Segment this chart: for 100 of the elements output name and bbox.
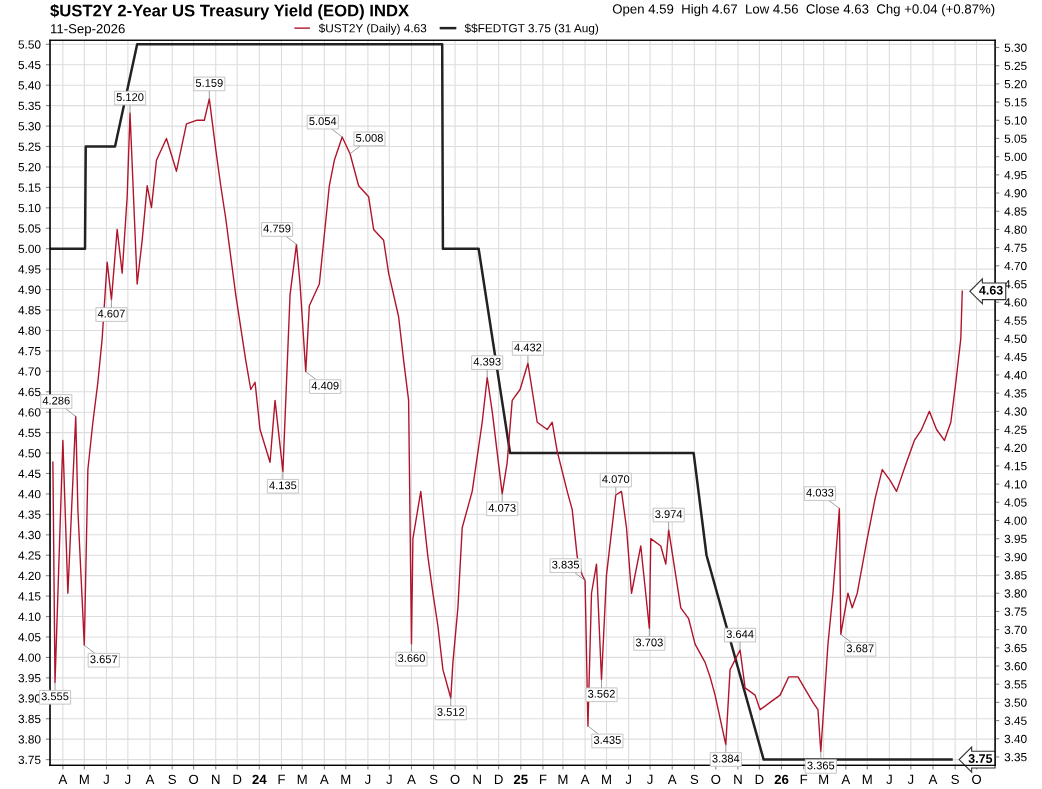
y2-tick-label: 3.45 <box>1004 716 1027 725</box>
data-label: 5.120 <box>116 93 144 102</box>
data-label: 4.409 <box>311 381 339 390</box>
y2-tick-label: 3.95 <box>1004 534 1027 544</box>
y2-tick-label: 4.40 <box>1004 370 1027 380</box>
y-tick-label: 4.55 <box>18 428 41 438</box>
y2-tick-label: 3.60 <box>1004 662 1027 671</box>
y2-tick-label: 4.35 <box>1004 389 1027 398</box>
y-tick-label: 4.50 <box>18 449 41 458</box>
y-tick-label: 4.45 <box>18 469 41 478</box>
y2-tick-label: 4.25 <box>1004 425 1027 434</box>
data-label: 3.687 <box>846 644 874 653</box>
y2-tick-label: 4.10 <box>1004 480 1027 489</box>
y2-tick-label: 4.55 <box>1004 316 1027 325</box>
y2-tick-label: 3.65 <box>1004 643 1027 653</box>
data-label: 3.75 <box>968 754 993 763</box>
x-tick-label: D <box>494 774 503 784</box>
data-label: 3.555 <box>41 692 69 701</box>
data-label: 4.63 <box>979 285 1003 295</box>
data-label: 3.562 <box>588 689 615 698</box>
y-tick-label: 4.90 <box>18 285 41 294</box>
y-tick-label: 4.15 <box>18 592 41 601</box>
y-tick-label: 5.20 <box>18 162 41 172</box>
y2-tick-label: 4.50 <box>1004 334 1027 343</box>
data-label: 5.054 <box>309 117 337 126</box>
y2-tick-label: 4.20 <box>1004 443 1027 453</box>
x-tick-label: F <box>278 774 285 784</box>
y-tick-label: 4.10 <box>18 612 41 621</box>
y2-tick-label: 5.05 <box>1004 134 1027 143</box>
x-tick-label: N <box>734 774 742 784</box>
y2-tick-label: 4.45 <box>1004 352 1027 362</box>
y-tick-label: 3.75 <box>18 755 41 764</box>
x-tick-label: A <box>928 774 938 784</box>
y2-tick-label: 4.15 <box>1004 462 1027 471</box>
x-tick-label: O <box>189 774 199 785</box>
y-tick-label: 5.50 <box>18 40 41 49</box>
y2-tick-label: 4.95 <box>1004 170 1027 180</box>
y2-tick-label: 3.90 <box>1004 552 1027 562</box>
data-label: 3.657 <box>90 655 118 664</box>
chart-subtitle: 11-Sep-2026 <box>51 24 125 36</box>
data-label: 3.974 <box>655 510 683 519</box>
y-tick-label: 4.70 <box>18 367 41 376</box>
data-label: 3.365 <box>807 761 835 770</box>
data-label: 4.073 <box>488 503 516 512</box>
y2-tick-label: 3.70 <box>1004 625 1027 635</box>
x-tick-label: S <box>429 774 438 785</box>
y-tick-label: 4.60 <box>18 408 41 417</box>
data-label: 4.135 <box>269 481 297 490</box>
y2-tick-label: 4.70 <box>1004 261 1027 271</box>
x-tick-label: J <box>103 774 109 785</box>
y2-tick-label: 5.20 <box>1004 79 1027 89</box>
data-label: 4.033 <box>806 488 834 497</box>
data-label: 3.644 <box>726 630 754 639</box>
y2-tick-label: 3.85 <box>1004 571 1027 580</box>
y-tick-label: 3.80 <box>18 735 41 744</box>
y2-tick-label: 3.35 <box>1004 753 1027 762</box>
y-tick-label: 4.75 <box>18 347 41 356</box>
x-tick-label: M <box>297 774 307 784</box>
y-tick-label: 5.00 <box>18 244 41 254</box>
x-tick-label: 24 <box>252 774 267 784</box>
y2-tick-label: 4.80 <box>1004 225 1027 234</box>
x-tick-label: F <box>539 774 547 784</box>
y-tick-label: 4.00 <box>18 653 41 662</box>
y-tick-label: 5.35 <box>18 101 41 111</box>
y-tick-label: 3.95 <box>18 673 41 683</box>
text: Open 4.59 High 4.67 Low 4.56 Close 4.63 Chg +0.04 (+0.87%) <box>612 3 995 17</box>
y2-tick-label: 4.00 <box>1004 516 1027 525</box>
x-tick-label: J <box>124 774 131 785</box>
x-tick-label: S <box>951 774 959 785</box>
x-tick-label: M <box>602 774 611 784</box>
x-tick-label: J <box>386 774 392 785</box>
x-tick-label: M <box>819 774 829 784</box>
x-tick-label: J <box>907 774 914 785</box>
legend-label: $$FEDTGT 3.75 (31 Aug) <box>464 23 599 35</box>
y-tick-label: 4.85 <box>18 306 41 315</box>
x-tick-label: M <box>341 774 351 784</box>
legend-label: $UST2Y (Daily) 4.63 <box>318 23 427 35</box>
data-label: 3.435 <box>593 736 621 744</box>
y-tick-label: 5.05 <box>18 224 41 233</box>
data-label: 3.384 <box>712 754 740 763</box>
y-tick-label: 4.35 <box>18 510 41 519</box>
data-label: 3.703 <box>635 638 663 647</box>
y-tick-label: 5.10 <box>18 203 41 213</box>
x-tick-label: D <box>755 774 764 784</box>
x-tick-label: M <box>79 774 89 784</box>
x-tick-label: 25 <box>513 774 528 785</box>
y-tick-label: 3.90 <box>18 694 41 703</box>
x-tick-label: O <box>711 774 721 785</box>
y-tick-label: 4.80 <box>18 326 41 335</box>
x-tick-label: O <box>972 774 982 785</box>
y-tick-label: 4.25 <box>18 551 41 560</box>
data-label: 4.070 <box>602 475 630 484</box>
x-tick-label: N <box>212 774 220 784</box>
y2-tick-label: 5.15 <box>1004 98 1027 107</box>
x-tick-label: J <box>625 774 631 785</box>
y2-tick-label: 4.75 <box>1004 243 1027 253</box>
x-tick-label: F <box>800 774 808 784</box>
y-tick-label: 4.95 <box>18 265 41 274</box>
x-tick-label: S <box>690 774 699 785</box>
y2-tick-label: 3.40 <box>1004 734 1027 744</box>
